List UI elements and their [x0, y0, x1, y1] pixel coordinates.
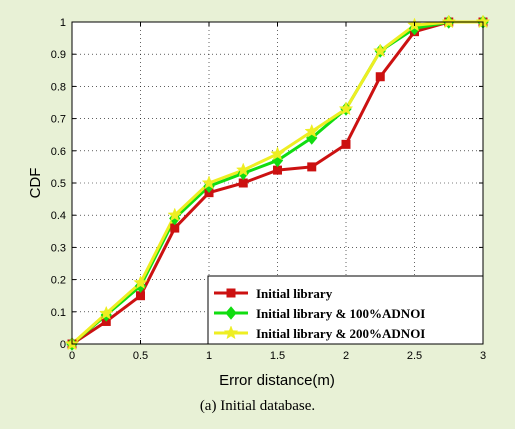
series-3-point — [304, 123, 320, 138]
y-tick-label: 0.2 — [51, 275, 66, 287]
x-tick-label: 1.5 — [270, 350, 285, 362]
x-tick-label: 0 — [69, 350, 75, 362]
legend-swatch-marker-2 — [225, 306, 237, 320]
y-tick-label: 0.8 — [51, 81, 66, 93]
x-tick-label: 1 — [206, 350, 212, 362]
series-3-point — [270, 146, 285, 161]
y-axis-title: CDF — [27, 168, 44, 199]
series-3-point — [201, 175, 217, 190]
series-3-point — [133, 275, 148, 290]
series-1-point — [307, 162, 317, 172]
x-tick-label: 0.5 — [133, 350, 148, 362]
y-tick-label: 1 — [60, 17, 66, 29]
axis-ticks: 0 0.5 1 1.5 2 2.5 3 0 0.1 0.2 0.3 0.4 0.5 0.6 0.7 0.8 0.… — [51, 17, 486, 362]
legend-box — [207, 275, 484, 345]
y-tick-label: 0.6 — [51, 146, 66, 158]
legend-label-2: Initial library & 100%ADNOI — [256, 306, 425, 321]
y-tick-label: 0.1 — [51, 307, 66, 319]
y-tick-label: 0.4 — [51, 210, 66, 222]
legend-swatch-marker-3 — [223, 325, 239, 340]
y-tick-label: 0 — [60, 339, 66, 351]
series-1-point — [341, 139, 351, 149]
series-3-point — [235, 162, 251, 177]
legend-label-1: Initial library — [256, 286, 333, 301]
series-1-point — [238, 178, 248, 188]
y-tick-label: 0.3 — [51, 242, 66, 254]
figure-caption: (a) Initial database. — [199, 398, 316, 414]
series-3-point — [338, 101, 354, 116]
y-tick-label: 0.5 — [51, 178, 66, 190]
series-1-point — [136, 291, 145, 301]
legend: Initial library Initial library & 100%ADN… — [207, 275, 484, 345]
series-3-point — [372, 43, 388, 58]
x-axis-title: Error distance(m) — [219, 372, 335, 389]
x-tick-label: 3 — [480, 350, 486, 362]
series-3-point — [441, 14, 457, 29]
x-tick-label: 2.5 — [407, 350, 422, 362]
x-tick-label: 2 — [343, 350, 349, 362]
series-1-point — [273, 165, 282, 175]
series-1-point — [170, 223, 180, 233]
y-tick-label: 0.9 — [51, 49, 66, 61]
legend-label-3: Initial library & 200%ADNOI — [256, 326, 425, 341]
y-tick-label: 0.7 — [51, 114, 66, 126]
legend-swatch-marker-1 — [226, 288, 236, 298]
series-1-point — [375, 72, 385, 82]
series-3-point — [167, 207, 183, 222]
series-3-point — [98, 305, 114, 320]
